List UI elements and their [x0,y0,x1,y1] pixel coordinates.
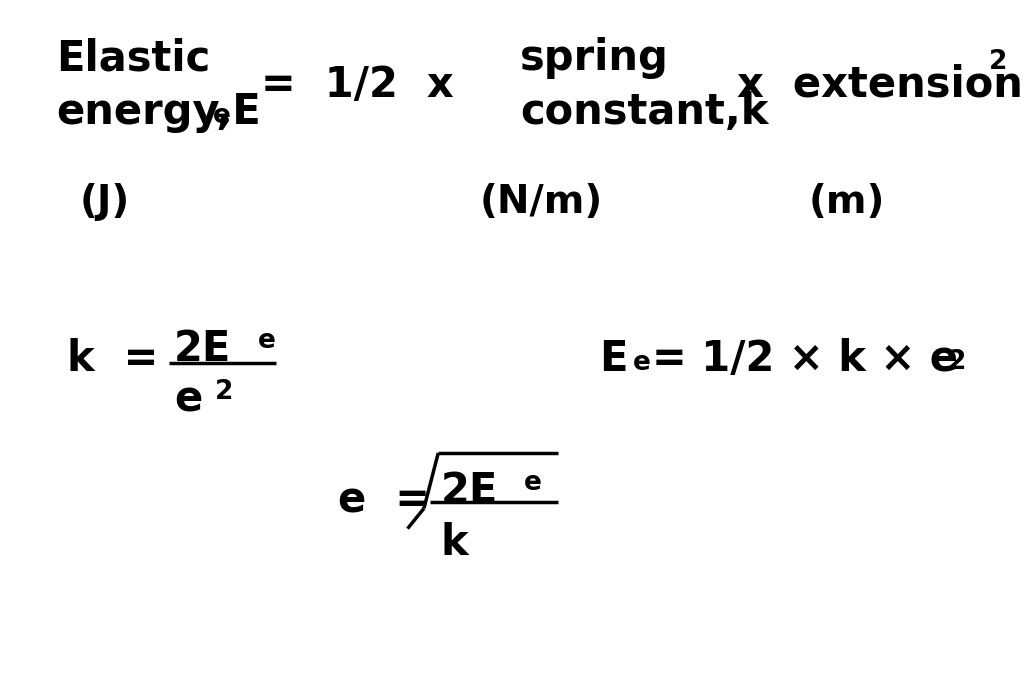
Text: (J): (J) [80,183,130,220]
Text: k  =: k = [67,338,158,380]
Text: constant,k: constant,k [520,91,769,133]
Text: e: e [524,470,542,496]
Text: e: e [213,103,230,128]
Text: x  extension,e: x extension,e [737,64,1024,106]
Text: energy,E: energy,E [56,91,261,133]
Text: e: e [258,328,275,354]
Text: e: e [174,379,203,420]
Text: (m): (m) [809,183,886,220]
Text: k: k [440,522,468,564]
Text: e  =: e = [338,480,430,522]
Text: =  1/2  x: = 1/2 x [261,64,454,106]
Text: 2: 2 [989,49,1008,74]
Text: (N/m): (N/m) [479,183,602,220]
Text: e: e [633,350,650,376]
Text: 2: 2 [215,379,233,404]
Text: spring: spring [520,37,669,79]
Text: Elastic: Elastic [56,37,211,79]
Text: 2E: 2E [174,328,231,370]
Text: E: E [599,338,628,380]
Text: 2E: 2E [440,470,498,512]
Text: = 1/2 × k × e: = 1/2 × k × e [652,338,958,380]
Text: 2: 2 [948,349,967,375]
